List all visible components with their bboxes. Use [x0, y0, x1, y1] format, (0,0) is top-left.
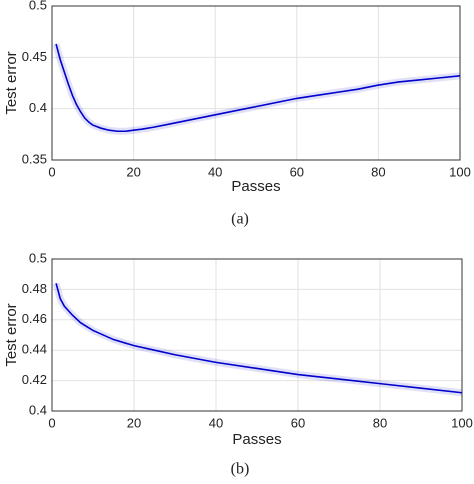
y-tick-label: 0.48: [22, 281, 47, 296]
x-tick-label: 0: [48, 415, 55, 430]
confidence-band: [52, 282, 463, 397]
y-tick-label: 0.4: [29, 100, 47, 115]
line: [55, 43, 461, 133]
x-tick-label: 20: [127, 415, 141, 430]
caption: (a): [231, 211, 249, 228]
x-tick-label: 40: [209, 415, 223, 430]
x-tick-label: 80: [371, 164, 385, 179]
y-tick-label: 0.44: [22, 342, 47, 357]
plot-frame: [51, 258, 463, 412]
y-axis-label: Test error: [3, 303, 20, 366]
y-tick-label: 0.5: [29, 0, 47, 12]
caption: (b): [231, 461, 250, 478]
y-tick-label: 0.42: [22, 372, 47, 387]
x-axis-label: Passes: [232, 431, 281, 448]
x-tick-label: 20: [126, 164, 140, 179]
x-tick-label: 80: [373, 415, 387, 430]
y-tick-label: 0.46: [22, 311, 47, 326]
x-tick-label: 100: [449, 164, 471, 179]
x-tick-label: 60: [291, 415, 305, 430]
plot-frame: [51, 5, 461, 161]
y-tick-label: 0.45: [22, 49, 47, 64]
y-tick-label: 0.35: [22, 151, 47, 166]
y-tick-label: 0.4: [29, 402, 47, 417]
x-tick-label: 100: [451, 415, 473, 430]
x-tick-label: 0: [48, 164, 55, 179]
x-tick-label: 40: [208, 164, 222, 179]
line: [55, 283, 463, 394]
y-axis-label: Test error: [3, 51, 20, 114]
x-axis-label: Passes: [231, 178, 280, 195]
y-tick-label: 0.5: [29, 250, 47, 265]
x-tick-label: 60: [290, 164, 304, 179]
